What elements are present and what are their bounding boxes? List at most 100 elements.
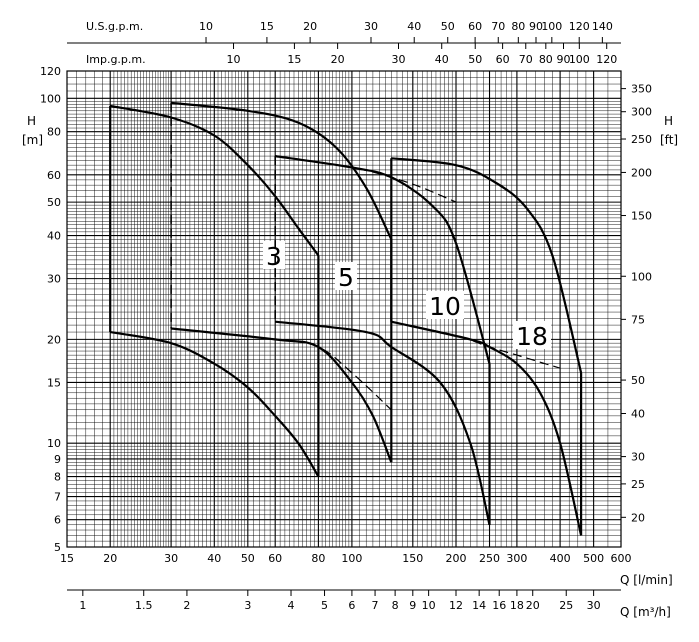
m3h-axis: 1 1.5 2 3 4 5 6 7 8 9 10 12 14 16 18 20 25 30 (67, 589, 621, 612)
ft-tick-label: 75 (631, 313, 645, 326)
plot-frame (66, 70, 622, 548)
usgpm-tick-label: 10 (199, 20, 213, 33)
ft-tick-label: 200 (631, 166, 652, 179)
m3h-tick-label: 7 (372, 599, 379, 612)
m3h-tick-label: 10 (422, 599, 436, 612)
max-curve-10 (275, 155, 491, 364)
x-tick-label: 50 (241, 552, 255, 565)
pump-curves: 3 5 10 18 (109, 101, 583, 536)
min-curve-10 (275, 320, 491, 526)
usgpm-tick-label: 20 (303, 20, 317, 33)
usgpm-tick-label: 50 (441, 20, 455, 33)
min-curve-3 (110, 331, 320, 478)
y-tick-label: 7 (54, 491, 61, 504)
y2-axis-label: H (664, 114, 673, 128)
min-curve-18 (391, 320, 583, 536)
ft-tick-label: 300 (631, 106, 652, 119)
ft-tick-label: 25 (631, 478, 645, 491)
curve-label-bg-18 (513, 321, 551, 349)
impgpm-tick-label: 90 (557, 53, 571, 66)
x-tick-label: 600 (611, 552, 632, 565)
ft-tick-label: 250 (631, 133, 652, 146)
y-tick-label: 5 (54, 541, 61, 554)
curve-label-bg-5 (335, 262, 357, 290)
usgpm-scale-label: U.S.g.p.m. (86, 20, 143, 33)
m3h-tick-label: 5 (321, 599, 328, 612)
m3h-tick-label: 9 (409, 599, 416, 612)
x-tick-label: 40 (207, 552, 221, 565)
impgpm-tick-label: 50 (468, 53, 482, 66)
m3h-tick-label: 20 (526, 599, 540, 612)
x-tick-label: 15 (60, 552, 74, 565)
m3h-tick-label: 4 (288, 599, 295, 612)
x-tick-label: 60 (268, 552, 282, 565)
x-tick-label: 300 (506, 552, 527, 565)
m3h-tick-label: 14 (472, 599, 486, 612)
curve-label-5: 5 (338, 263, 354, 292)
usgpm-tick-label: 140 (592, 20, 613, 33)
y-axis-label-unit: [m] (22, 133, 43, 147)
m3h-tick-label: 16 (492, 599, 506, 612)
y-tick-label: 10 (47, 437, 61, 450)
y-tick-label: 120 (40, 65, 61, 78)
m3h-tick-label: 1.5 (135, 599, 153, 612)
x-tick-label: 30 (164, 552, 178, 565)
usgpm-tick-label: 120 (569, 20, 590, 33)
m3h-tick-label: 1 (79, 599, 86, 612)
y-tick-label: 8 (54, 471, 61, 484)
y2-axis-label-unit: [ft] (660, 133, 678, 147)
y-tick-label: 50 (47, 196, 61, 209)
m3h-tick-label: 12 (449, 599, 463, 612)
impgpm-tick-label: 40 (435, 53, 449, 66)
y-tick-label: 100 (40, 92, 61, 105)
max-curve-5 (170, 101, 393, 240)
impgpm-tick-label: 120 (596, 53, 617, 66)
m3h-tick-label: 3 (244, 599, 251, 612)
y-tick-label: 80 (47, 126, 61, 139)
ft-tick-label: 20 (631, 511, 645, 524)
x-tick-label: 150 (402, 552, 423, 565)
y-tick-label: 9 (54, 453, 61, 466)
usgpm-tick-label: 80 (511, 20, 525, 33)
impgpm-tick-label: 60 (496, 53, 510, 66)
x-tick-label: 200 (446, 552, 467, 565)
curve-label-3: 3 (266, 242, 282, 271)
y-axis-label: H (27, 114, 36, 128)
ft-tick-label: 30 (631, 451, 645, 464)
x-tick-label: 100 (341, 552, 362, 565)
y-tick-label: 20 (47, 333, 61, 346)
max-curve-18 (391, 157, 583, 374)
usgpm-tick-label: 70 (491, 20, 505, 33)
x-tick-label: 400 (550, 552, 571, 565)
x-tick-label: 500 (583, 552, 604, 565)
y-tick-label: 6 (54, 514, 61, 527)
usgpm-tick-label: 90 (529, 20, 543, 33)
range-boundary-5 (275, 155, 457, 203)
curve-label-10: 10 (429, 292, 461, 321)
impgpm-tick-label: 80 (539, 53, 553, 66)
usgpm-tick-label: 40 (407, 20, 421, 33)
impgpm-tick-label: 100 (569, 53, 590, 66)
usgpm-tick-label: 15 (260, 20, 274, 33)
x2-axis-label: Q [m³/h] (620, 605, 671, 619)
y-tick-label: 60 (47, 169, 61, 182)
ft-tick-label: 150 (631, 210, 652, 223)
curve-label-18: 18 (516, 322, 548, 351)
y-tick-label: 30 (47, 273, 61, 286)
impgpm-tick-label: 30 (392, 53, 406, 66)
m3h-tick-label: 25 (559, 599, 573, 612)
m3h-tick-label: 2 (183, 599, 190, 612)
x-tick-label: 20 (103, 552, 117, 565)
chart-grid (66, 70, 622, 548)
curve-label-bg-10 (426, 291, 464, 319)
x-axis-label: Q [l/min] (620, 573, 673, 587)
y-tick-label: 40 (47, 230, 61, 243)
top-flow-scales: U.S.g.p.m. Imp.g.p.m. 10 15 20 30 40 50 60 70 80… (67, 20, 621, 66)
impgpm-tick-label: 15 (287, 53, 301, 66)
x-tick-labels: 15 20 30 40 50 60 80 100 150 200 250 300 400 500 600 (60, 552, 632, 565)
series-5: 5 (170, 101, 457, 463)
ft-tick-label: 100 (631, 270, 652, 283)
m3h-tick-label: 8 (392, 599, 399, 612)
impgpm-tick-label: 10 (227, 53, 241, 66)
x-tick-label: 80 (311, 552, 325, 565)
